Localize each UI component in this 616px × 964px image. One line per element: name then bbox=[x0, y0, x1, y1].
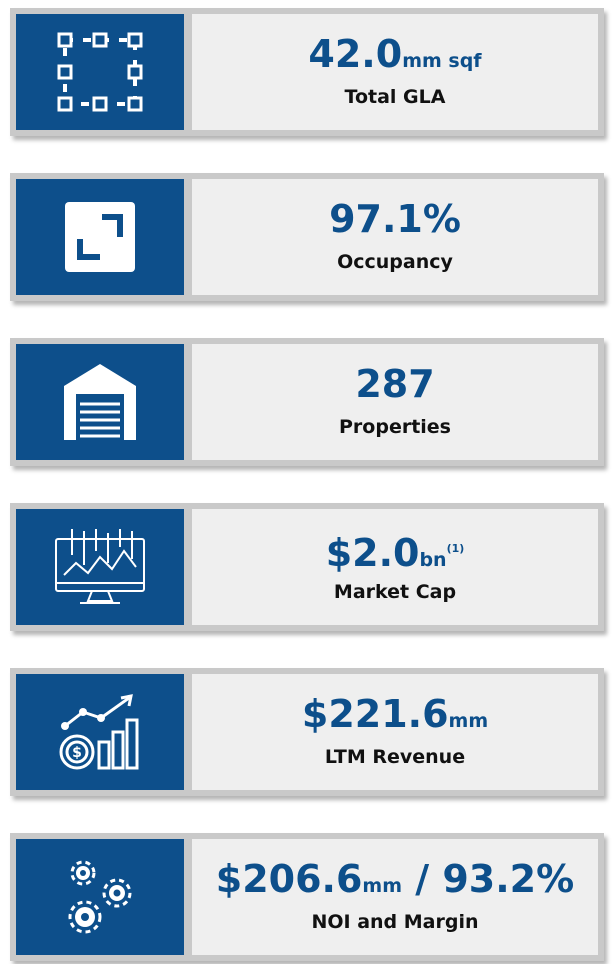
unit: mm bbox=[448, 710, 489, 732]
kpi-card: 97.1% Occupancy bbox=[10, 173, 604, 301]
value: 287 bbox=[355, 362, 435, 406]
icon-box bbox=[16, 179, 184, 295]
revenue-icon: $ bbox=[55, 690, 145, 774]
kpi-card: 287 Properties bbox=[10, 338, 604, 466]
kpi-value: 97.1% bbox=[192, 191, 598, 247]
kpi-label: Occupancy bbox=[337, 251, 453, 273]
icon-box bbox=[16, 344, 184, 460]
kpi-value: 287 bbox=[192, 356, 598, 412]
panel: 42.0mm sqf Total GLA bbox=[192, 14, 598, 130]
margin-value: / 93.2% bbox=[402, 857, 575, 901]
panel: $206.6mm / 93.2% NOI and Margin bbox=[192, 839, 598, 955]
kpi-label: NOI and Margin bbox=[311, 911, 479, 933]
kpi-value: $206.6mm / 93.2% bbox=[192, 851, 598, 907]
kpi-value: $221.6mm bbox=[192, 686, 598, 742]
monitor-chart-icon bbox=[52, 525, 148, 609]
kpi-label: Total GLA bbox=[344, 86, 446, 108]
panel: $221.6mm LTM Revenue bbox=[192, 674, 598, 790]
icon-box bbox=[16, 839, 184, 955]
value: 42.0 bbox=[308, 32, 403, 76]
panel: $2.0bn(1) Market Cap bbox=[192, 509, 598, 625]
kpi-card: $ $221.6mm LTM Revenue bbox=[10, 668, 604, 796]
kpi-label: Market Cap bbox=[333, 581, 457, 603]
kpi-value: $2.0bn(1) bbox=[192, 521, 598, 577]
value: 97.1% bbox=[329, 197, 461, 241]
selection-icon bbox=[55, 32, 145, 112]
expand-icon bbox=[65, 202, 135, 272]
kpi-card: 42.0mm sqf Total GLA bbox=[10, 8, 604, 136]
kpi-card: $2.0bn(1) Market Cap bbox=[10, 503, 604, 631]
value: $221.6 bbox=[301, 692, 449, 736]
unit: mm sqf bbox=[402, 50, 482, 72]
warehouse-icon bbox=[64, 364, 136, 440]
kpi-label: Properties bbox=[339, 416, 451, 438]
kpi-label: LTM Revenue bbox=[324, 746, 466, 768]
panel: 97.1% Occupancy bbox=[192, 179, 598, 295]
coin-symbol: $ bbox=[72, 745, 82, 761]
icon-box bbox=[16, 509, 184, 625]
icon-box bbox=[16, 14, 184, 130]
footnote: (1) bbox=[446, 542, 465, 555]
panel: 287 Properties bbox=[192, 344, 598, 460]
unit: mm bbox=[362, 875, 403, 897]
icon-box: $ bbox=[16, 674, 184, 790]
unit: bn bbox=[419, 549, 447, 571]
value: $206.6 bbox=[215, 857, 363, 901]
kpi-value: 42.0mm sqf bbox=[192, 26, 598, 82]
gears-icon bbox=[55, 855, 145, 939]
value: $2.0 bbox=[325, 531, 420, 575]
kpi-card: $206.6mm / 93.2% NOI and Margin bbox=[10, 833, 604, 961]
